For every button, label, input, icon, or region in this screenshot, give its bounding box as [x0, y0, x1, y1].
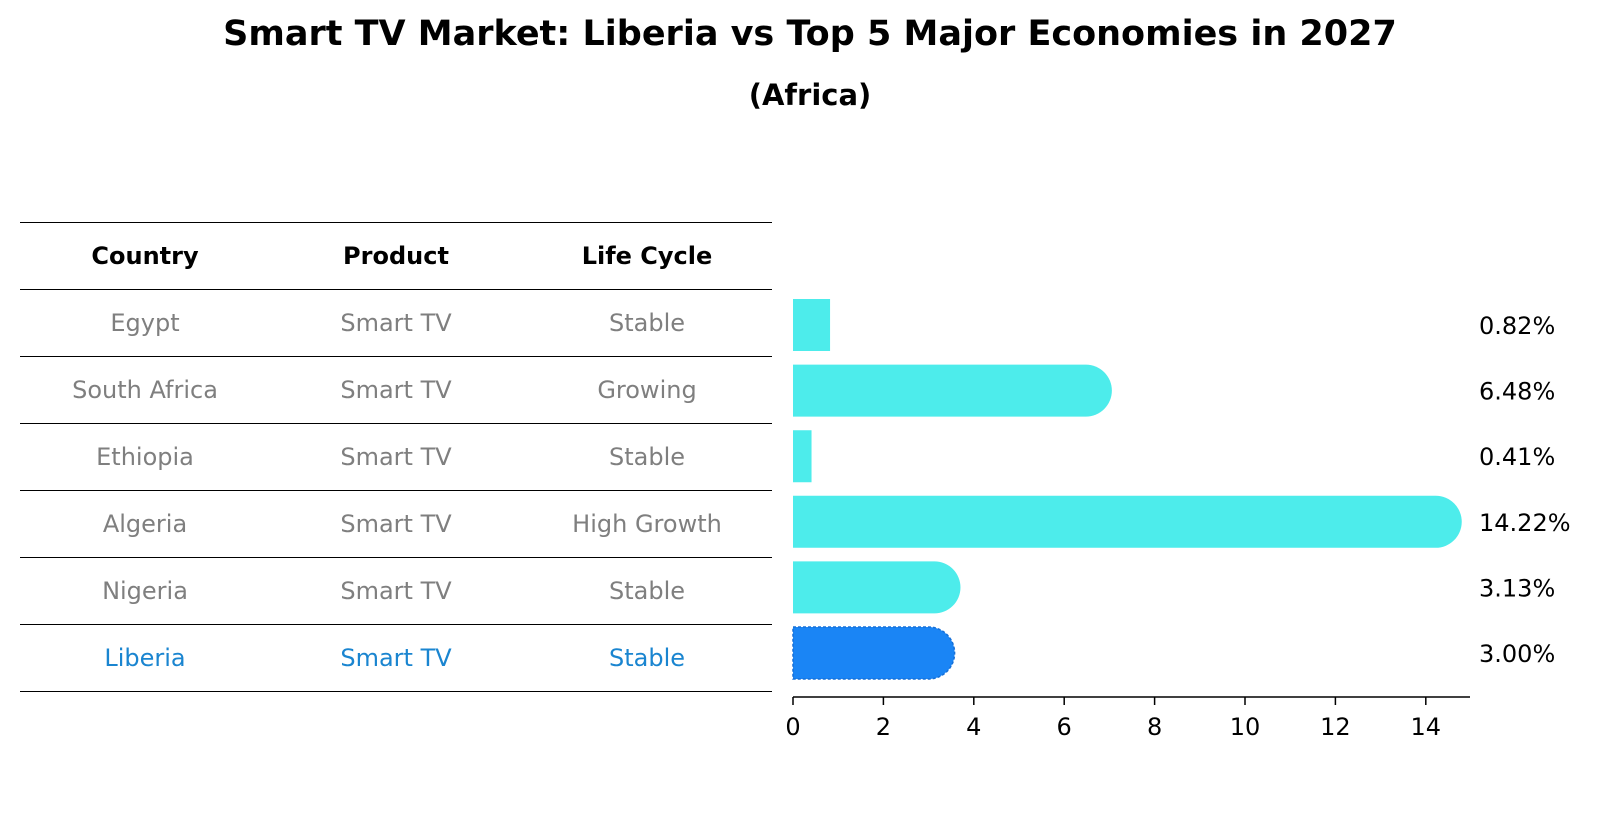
data-table: Country Product Life Cycle Egypt Smart T…: [20, 222, 772, 692]
bar-ethiopia: [793, 430, 812, 483]
cell-life-cycle: Stable: [608, 644, 686, 672]
cell-country: Egypt: [110, 309, 180, 337]
table-row-highlighted: Liberia Smart TV Stable: [20, 625, 772, 692]
value-label: 0.41%: [1479, 443, 1555, 471]
value-label: 6.48%: [1479, 378, 1555, 406]
cell-country: Liberia: [104, 644, 186, 672]
cell-product: Smart TV: [340, 376, 452, 404]
bar-egypt: [793, 299, 831, 351]
cell-country: South Africa: [72, 376, 218, 404]
x-tick-label: 2: [876, 713, 891, 741]
cell-product: Smart TV: [340, 443, 452, 471]
x-tick-label: 12: [1320, 713, 1351, 741]
cell-country: Algeria: [102, 510, 188, 538]
cell-life-cycle: Growing: [597, 376, 697, 404]
table-header-row: Country Product Life Cycle: [20, 222, 772, 290]
table-row: Ethiopia Smart TV Stable: [20, 424, 772, 491]
chart-subtitle: (Africa): [748, 78, 872, 112]
header-country: Country: [91, 242, 199, 270]
cell-product: Smart TV: [340, 510, 452, 538]
cell-product: Smart TV: [340, 577, 452, 605]
chart-title: Smart TV Market: Liberia vs Top 5 Major …: [223, 14, 1397, 54]
cell-country: Nigeria: [102, 577, 188, 605]
bar-liberia: [792, 626, 956, 680]
x-tick-label: 8: [1147, 713, 1162, 741]
x-tick-label: 0: [785, 713, 800, 741]
cell-life-cycle: Stable: [608, 577, 686, 605]
value-label: 14.22%: [1479, 509, 1571, 537]
table-row: South Africa Smart TV Growing: [20, 357, 772, 424]
x-tick-label: 14: [1411, 713, 1442, 741]
x-tick-label: 4: [966, 713, 981, 741]
table-row: Egypt Smart TV Stable: [20, 290, 772, 357]
cell-life-cycle: High Growth: [572, 510, 722, 538]
bar-nigeria: [793, 561, 961, 614]
value-label: 3.00%: [1479, 640, 1555, 668]
cell-life-cycle: Stable: [608, 309, 686, 337]
table-row: Nigeria Smart TV Stable: [20, 558, 772, 625]
cell-product: Smart TV: [340, 309, 452, 337]
cell-product: Smart TV: [340, 644, 452, 672]
cell-country: Ethiopia: [96, 443, 194, 471]
x-tick-label: 6: [1057, 713, 1072, 741]
value-label: 3.13%: [1479, 574, 1555, 602]
table-row: Algeria Smart TV High Growth: [20, 491, 772, 558]
value-label: 0.82%: [1479, 312, 1555, 340]
header-product: Product: [343, 242, 449, 270]
bar-algeria: [793, 495, 1462, 548]
header-life-cycle: Life Cycle: [581, 242, 713, 270]
x-tick-label: 10: [1230, 713, 1261, 741]
bar-south-africa: [793, 364, 1112, 417]
cell-life-cycle: Stable: [608, 443, 686, 471]
